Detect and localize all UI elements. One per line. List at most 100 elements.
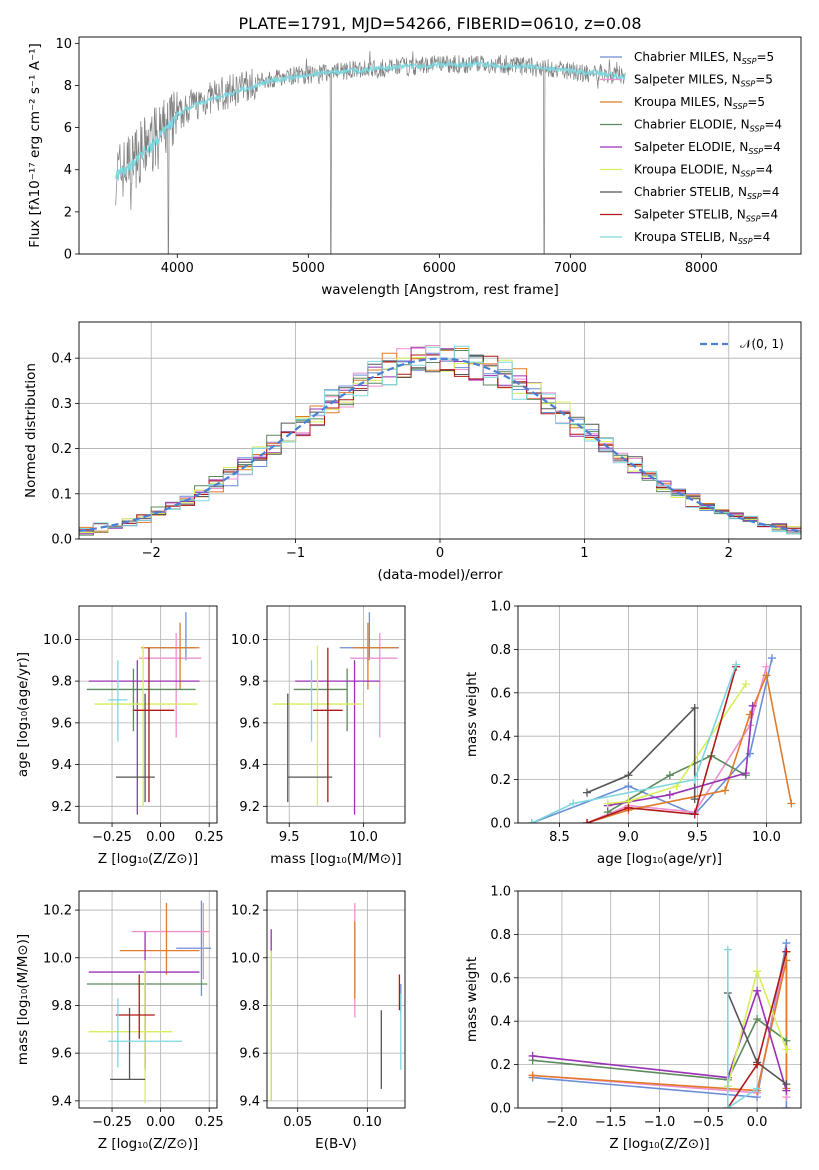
- y-tick-label: 0.3: [51, 397, 72, 412]
- x-tick-label: 5000: [292, 261, 325, 276]
- massweight-line: [727, 949, 758, 1108]
- legend-entry: Kroupa STELIB, NSSP=4: [634, 230, 770, 246]
- legend-entry: Kroupa ELODIE, NSSP=4: [634, 163, 773, 179]
- axes-frame: [517, 605, 802, 824]
- y-tick-label: 0.0: [51, 533, 72, 548]
- x-tick-label: 10.0: [349, 830, 378, 845]
- plot-area: [86, 900, 212, 1104]
- y-tick-label: 9.8: [239, 999, 260, 1014]
- y-axis-label: mass [log₁₀(M/M⊙)]: [15, 934, 31, 1065]
- gaussian-curve: [79, 357, 801, 533]
- errorbar-point: [350, 633, 398, 738]
- massweight-marker: [753, 967, 762, 976]
- y-tick-label: 9.2: [51, 800, 72, 815]
- massweight-marker: [665, 771, 674, 780]
- y-tick-label: 9.6: [51, 716, 72, 731]
- massweight-marker: [782, 1080, 791, 1089]
- y-tick-label: 0.0: [490, 1102, 511, 1117]
- plot-area: [272, 612, 400, 815]
- x-axis-label: Z [log₁₀(Z/Z⊙)]: [98, 851, 198, 867]
- x-tick-label: 0.25: [195, 830, 224, 845]
- massweight-marker: [723, 1104, 732, 1108]
- legend-entry: Chabrier MILES, NSSP=5: [634, 50, 774, 66]
- x-tick-label: −2: [142, 546, 161, 561]
- plot-area: [79, 345, 801, 536]
- massweight-marker: [624, 771, 633, 780]
- x-tick-label: −0.5: [693, 1115, 725, 1130]
- massweight-marker: [782, 1045, 791, 1054]
- massweight-line: [532, 960, 788, 1092]
- x-tick-label: 0.0: [747, 1115, 768, 1130]
- y-tick-label: 0.4: [490, 730, 511, 745]
- x-axis-label: age [log₁₀(age/yr)]: [597, 851, 722, 867]
- errorbar-point: [133, 647, 175, 803]
- age-vs-mass-panel: 9.5 10.0 9.2 9.4 9.6 9.8 10.0 mass [log₁₀(M/M⊙)…: [231, 605, 406, 867]
- errorbar-point: [293, 668, 348, 732]
- x-tick-label: 0.05: [283, 1115, 312, 1130]
- errorbar-point: [108, 998, 183, 1068]
- x-tick-label: 0.10: [353, 1115, 382, 1130]
- massweight-marker: [690, 703, 699, 712]
- mass-vs-ebv-panel: 0.05 0.10 9.4 9.6 9.8 10.0 10.2 E(B-V): [231, 890, 406, 1152]
- axes-frame: [78, 321, 802, 540]
- errorbar-point: [287, 693, 333, 803]
- massweight-marker: [753, 1060, 762, 1069]
- legend-entry: Kroupa MILES, NSSP=5: [634, 95, 765, 111]
- axes-frame: [78, 605, 218, 824]
- y-tick-label: 0.2: [490, 1058, 511, 1073]
- massweight-marker: [723, 945, 732, 954]
- massweight-marker: [741, 769, 750, 778]
- massweight-vs-metallicity-panel: −2.0 −1.5 −1.0 −0.5 0.0 0.0 0.2 0.4 0.6 0.8 1.0 Z […: [464, 885, 802, 1152]
- y-tick-label: 9.4: [51, 1094, 72, 1109]
- x-tick-label: −0.25: [92, 830, 132, 845]
- y-tick-label: 0: [64, 248, 72, 263]
- massweight-marker: [782, 947, 791, 956]
- x-axis-label: E(B-V): [315, 1136, 357, 1152]
- y-tick-label: 9.4: [239, 758, 260, 773]
- massweight-marker: [528, 1071, 537, 1080]
- y-tick-label: 0.8: [490, 928, 511, 943]
- errorbar-point: [88, 960, 173, 1104]
- x-tick-label: 0.00: [146, 1115, 175, 1130]
- y-tick-label: 0.8: [490, 643, 511, 658]
- x-tick-label: 7000: [554, 261, 587, 276]
- x-tick-label: 10.0: [752, 830, 781, 845]
- plot-area: [115, 50, 626, 254]
- legend-entry: Salpeter STELIB, NSSP=4: [634, 208, 778, 224]
- y-tick-label: 9.6: [51, 1047, 72, 1062]
- massweight-marker: [665, 790, 674, 799]
- y-tick-label: 10: [55, 37, 72, 52]
- y-tick-label: 2: [64, 205, 72, 220]
- y-tick-label: 4: [64, 163, 72, 178]
- spectrum-legend: Chabrier MILES, NSSP=5 Salpeter MILES, NS…: [600, 50, 782, 246]
- massweight-marker: [753, 1084, 762, 1093]
- residuals-legend: 𝒩(0, 1): [700, 337, 784, 351]
- x-tick-label: 0: [436, 546, 444, 561]
- errorbar-point: [94, 645, 198, 807]
- massweight-marker: [603, 799, 612, 808]
- y-tick-label: 9.8: [51, 999, 72, 1014]
- y-tick-label: 10.0: [43, 633, 72, 648]
- x-tick-label: −0.25: [92, 1115, 132, 1130]
- y-tick-label: 10.0: [231, 633, 260, 648]
- y-axis-label: Normed distribution: [23, 363, 39, 498]
- y-tick-label: 0.2: [51, 442, 72, 457]
- residuals-panel: −2 −1 0 1 2 0.0 0.1 0.2 0.3 0.4 (data-model)/error…: [23, 321, 802, 583]
- model-spectrum-line: [115, 60, 626, 181]
- massweight-marker: [690, 795, 699, 804]
- massweight-line: [607, 705, 754, 807]
- errorbar-point: [88, 931, 200, 1068]
- x-tick-label: 2: [725, 546, 733, 561]
- legend-entry: Chabrier STELIB, NSSP=4: [634, 185, 779, 201]
- massweight-line: [586, 706, 696, 800]
- x-tick-label: 0.00: [146, 830, 175, 845]
- y-tick-label: 1.0: [490, 885, 511, 900]
- massweight-marker: [762, 662, 771, 671]
- massweight-marker: [690, 775, 699, 784]
- errorbar-point: [86, 668, 196, 732]
- x-tick-label: 9.0: [618, 830, 639, 845]
- y-axis-label: mass weight: [464, 957, 480, 1042]
- x-tick-label: 9.5: [687, 830, 708, 845]
- x-axis-label: wavelength [Angstrom, rest frame]: [321, 282, 559, 298]
